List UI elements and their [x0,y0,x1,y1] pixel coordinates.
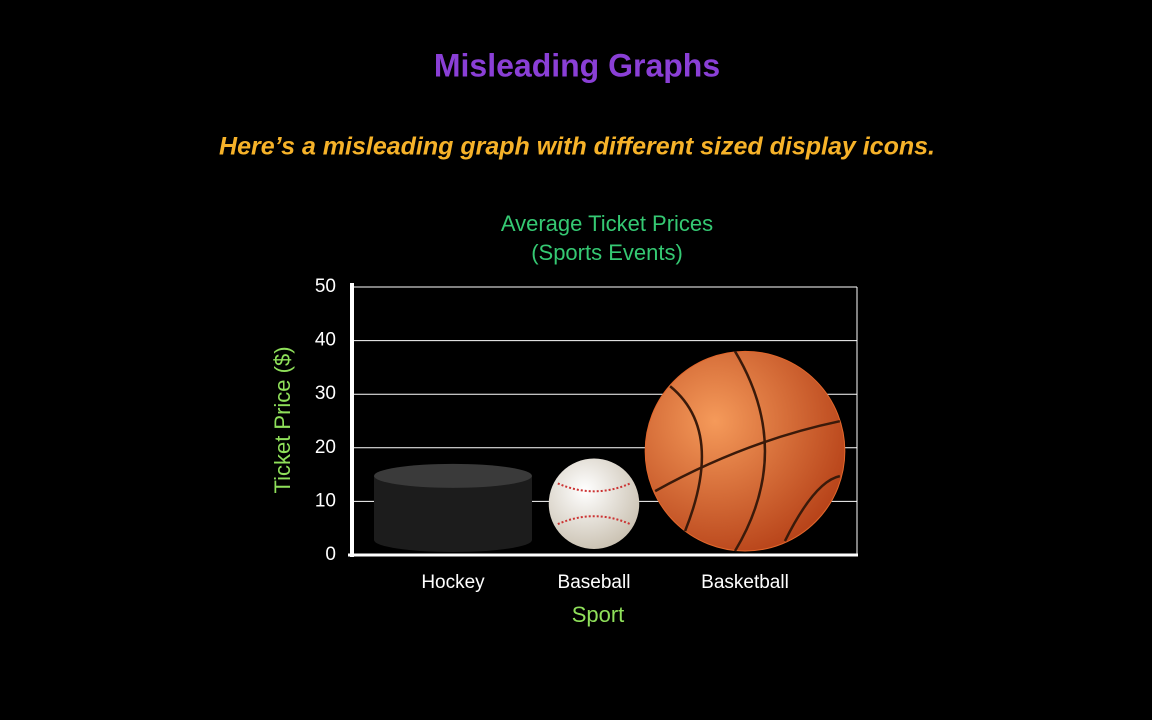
seam [669,385,704,532]
y-tick-label: 10 [315,490,336,511]
chart-title: Average Ticket Prices [501,211,713,236]
puck [374,475,532,552]
icon [644,350,846,552]
seam [654,419,841,493]
x-tick-label: Basketball [701,572,789,593]
x-tick-label: Hockey [421,572,485,593]
y-tick-label: 30 [315,383,336,404]
slide-caption: Here’s a misleading graph with different… [219,133,935,161]
x-axis-label: Sport [572,602,625,627]
y-axis-label: Ticket Price ($) [270,346,295,493]
seam [783,474,841,542]
baseball [548,458,640,549]
y-tick-label: 50 [315,276,336,297]
y-tick-label: 20 [315,437,336,458]
x-tick-label: Baseball [558,572,631,593]
icon [374,463,532,552]
chart-subtitle: (Sports Events) [531,240,683,265]
y-tick-label: 0 [325,544,336,565]
stitch [557,515,631,526]
icon [548,458,640,549]
puck-top [374,463,532,488]
stitch [557,482,631,493]
y-tick-label: 40 [315,330,336,351]
seam [733,350,767,552]
slide-title: Misleading Graphs [434,47,720,83]
basketball [644,350,846,552]
